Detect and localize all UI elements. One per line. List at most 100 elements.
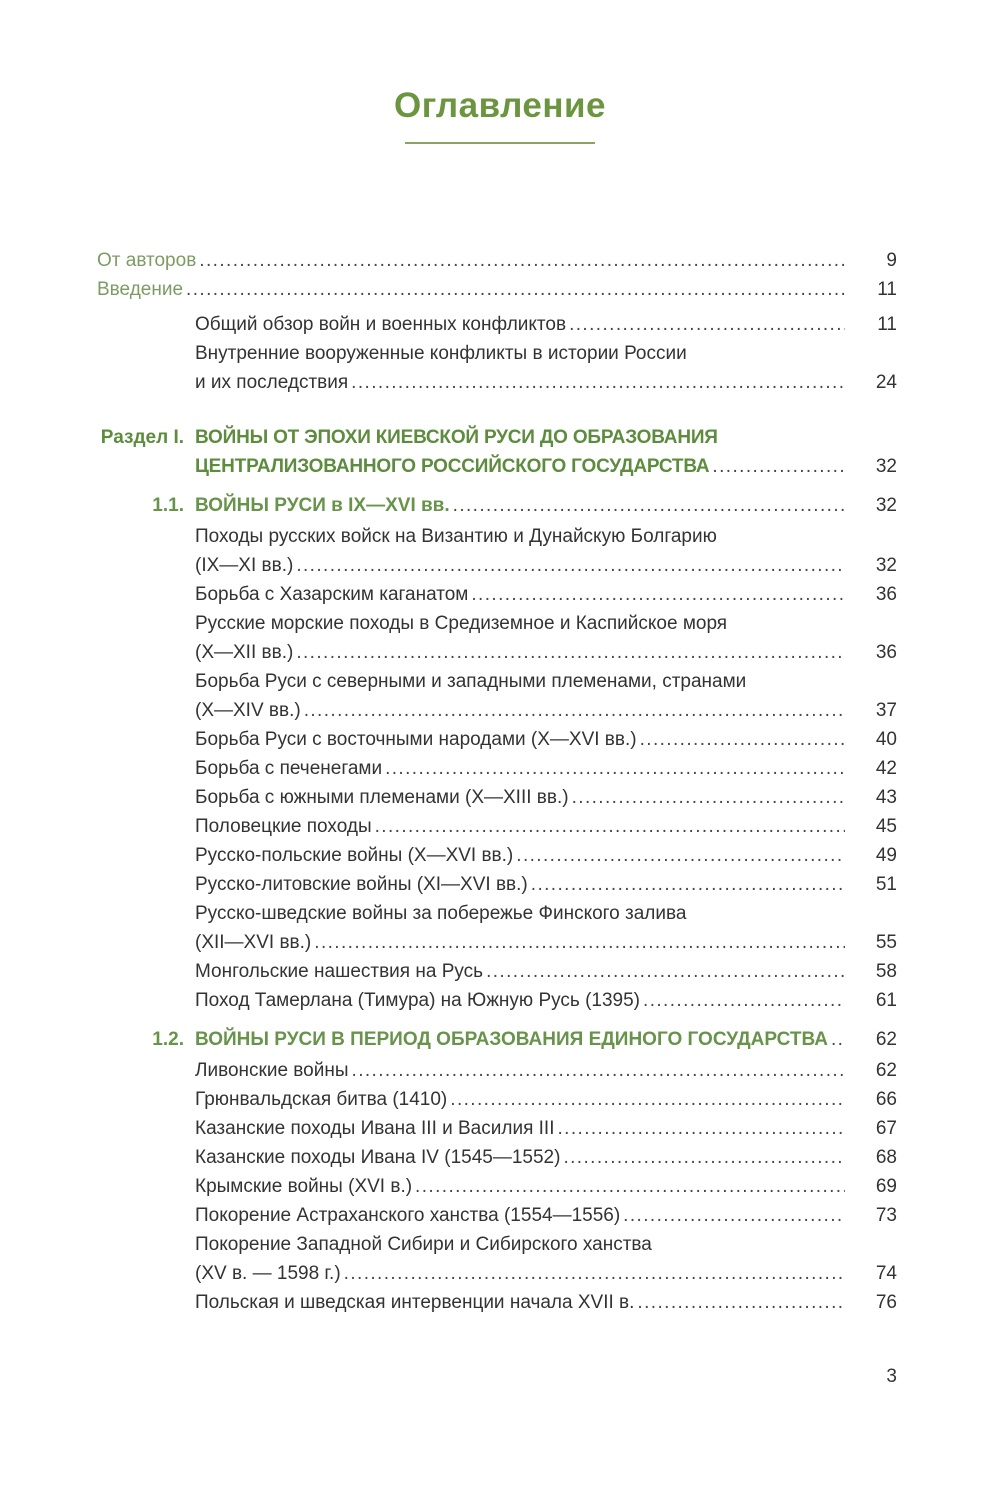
toc-page-number: 11 [877, 314, 897, 335]
toc-line: Борьба с южными племенами (X—XIII вв.) .… [97, 783, 897, 812]
toc-entry-title: Русско-литовские войны (XI—XVI вв.) [195, 874, 528, 895]
title-underline-rule [405, 142, 595, 144]
toc-entry-title: Польская и шведская интервенции начала X… [195, 1292, 635, 1313]
toc-entry-title: Половецкие походы [195, 816, 372, 837]
toc-entry: Русско-польские войны (X—XVI вв.) ......… [97, 841, 897, 870]
toc-entry-title: Борьба с печенегами [195, 758, 383, 779]
toc-dot-leader: ........................................… [486, 961, 845, 982]
toc-entry: Половецкие походы ......................… [97, 812, 897, 841]
toc-entry: Покорение Западной Сибири и Сибирского х… [97, 1230, 897, 1288]
toc-dot-leader: ........................................… [571, 787, 845, 808]
toc-entry-title: ВОЙНЫ РУСИ в IX—XVI вв. [195, 495, 450, 516]
toc-page-number: 49 [875, 845, 897, 866]
toc-page-number: 74 [875, 1263, 897, 1284]
toc-line: Польская и шведская интервенции начала X… [97, 1288, 897, 1317]
toc-line: Ливонские войны ........................… [97, 1056, 897, 1085]
toc-entry: Введение ...............................… [97, 275, 897, 304]
toc-entry: Крымские войны (XVI в.) ................… [97, 1172, 897, 1201]
toc-line: Борьба Руси с восточными народами (X—XVI… [97, 725, 897, 754]
toc-entry: Русско-шведские войны за побережье Финск… [97, 899, 897, 957]
toc-line: Русско-шведские войны за побережье Финск… [97, 899, 897, 928]
toc-dot-leader: ........................................… [351, 1060, 845, 1081]
toc-page-number: 55 [875, 932, 897, 953]
toc-entry-title: Борьба Руси с северными и западными плем… [195, 671, 747, 692]
toc-entry-title: (XV в. — 1598 г.) [195, 1263, 341, 1284]
toc-entry-title: От авторов [97, 250, 197, 271]
toc-line: (IX—XI вв.) ............................… [97, 551, 897, 580]
toc-entry-number: Раздел I. [100, 427, 184, 448]
toc-entry: Польская и шведская интервенции начала X… [97, 1288, 897, 1317]
toc-dot-leader: ........................................… [186, 279, 845, 300]
toc-line: Борьба с Хазарским каганатом ...........… [97, 580, 897, 609]
toc-entry: Борьба с Хазарским каганатом ...........… [97, 580, 897, 609]
toc-line: ЦЕНТРАЛИЗОВАННОГО РОССИЙСКОГО ГОСУДАРСТВ… [97, 452, 897, 481]
toc-dot-leader: ........................................… [296, 642, 845, 663]
toc-line: Русско-польские войны (X—XVI вв.) ......… [97, 841, 897, 870]
toc-entry-title: (X—XII вв.) [195, 642, 294, 663]
toc-line: Половецкие походы ......................… [97, 812, 897, 841]
toc-entry: Борьба с южными племенами (X—XIII вв.) .… [97, 783, 897, 812]
toc-line: Казанские походы Ивана III и Василия III… [97, 1114, 897, 1143]
toc-entry-title: Русские морские походы в Средиземное и К… [195, 613, 728, 634]
toc-dot-leader: ........................................… [199, 250, 845, 271]
toc-entry-number: 1.2. [152, 1029, 184, 1050]
toc-page-number: 40 [875, 729, 897, 750]
toc-line: Монгольские нашествия на Русь ..........… [97, 957, 897, 986]
toc-entry-title: Введение [97, 279, 184, 300]
toc-line: 1.1. ВОЙНЫ РУСИ в IX—XVI вв. ...........… [97, 491, 897, 520]
toc-entry-title: Покорение Западной Сибири и Сибирского х… [195, 1234, 652, 1255]
toc-dot-leader: ........................................… [557, 1118, 845, 1139]
toc-page-number: 73 [875, 1205, 897, 1226]
toc-entry: Ливонские войны ........................… [97, 1056, 897, 1085]
toc-dot-leader: ........................................… [830, 1029, 845, 1050]
toc-entry: Казанские походы Ивана III и Василия III… [97, 1114, 897, 1143]
toc-entry-title: и их последствия [195, 372, 349, 393]
toc-page-number: 32 [875, 555, 897, 576]
toc-entry-title: ВОЙНЫ РУСИ В ПЕРИОД ОБРАЗОВАНИЯ ЕДИНОГО … [195, 1029, 828, 1050]
toc-entry: Русские морские походы в Средиземное и К… [97, 609, 897, 667]
toc-entry: Поход Тамерлана (Тимура) на Южную Русь (… [97, 986, 897, 1015]
toc-page-number: 36 [875, 584, 897, 605]
toc-dot-leader: ........................................… [569, 314, 845, 335]
toc-entry-number: 1.1. [152, 495, 184, 516]
toc-dot-leader: ........................................… [516, 845, 845, 866]
toc-entry: Внутренние вооруженные конфликты в истор… [97, 339, 897, 397]
toc-line: (XII—XVI вв.) ..........................… [97, 928, 897, 957]
toc-dot-leader: ........................................… [314, 932, 845, 953]
toc-dot-leader: ........................................… [643, 990, 845, 1011]
toc-page-number: 32 [875, 456, 897, 477]
toc-dot-leader: ........................................… [351, 372, 845, 393]
toc-line: Поход Тамерлана (Тимура) на Южную Русь (… [97, 986, 897, 1015]
toc-line: Русско-литовские войны (XI—XVI вв.) ....… [97, 870, 897, 899]
toc-page-number: 32 [875, 495, 897, 516]
toc-entry-title: (IX—XI вв.) [195, 555, 294, 576]
toc-page-number: 51 [875, 874, 897, 895]
toc-entry-title: Казанские походы Ивана III и Василия III [195, 1118, 555, 1139]
toc-dot-leader: ........................................… [303, 700, 845, 721]
toc-line: Борьба Руси с северными и западными плем… [97, 667, 897, 696]
toc-entry: 1.1. ВОЙНЫ РУСИ в IX—XVI вв. ...........… [97, 491, 897, 520]
toc-dot-leader: ........................................… [452, 495, 845, 516]
toc-dot-leader: ........................................… [450, 1089, 845, 1110]
toc-entry-title: Общий обзор войн и военных конфликтов [195, 314, 567, 335]
toc-entry-title: (X—XIV вв.) [195, 700, 301, 721]
page-title: Оглавление [393, 86, 607, 125]
toc-dot-leader: ........................................… [296, 555, 845, 576]
toc-entry: От авторов .............................… [97, 246, 897, 275]
toc-dot-leader: ........................................… [415, 1176, 845, 1197]
toc-page-number: 67 [875, 1118, 897, 1139]
page-header: Оглавление [0, 0, 1000, 144]
toc-dot-leader: ........................................… [374, 816, 845, 837]
toc-entry-title: Поход Тамерлана (Тимура) на Южную Русь (… [195, 990, 641, 1011]
toc-line: Введение ...............................… [97, 275, 897, 304]
toc-line: и их последствия .......................… [97, 368, 897, 397]
toc-line: Покорение Астраханского ханства (1554—15… [97, 1201, 897, 1230]
toc-line: Общий обзор войн и военных конфликтов ..… [97, 310, 897, 339]
toc-entry: Монгольские нашествия на Русь ..........… [97, 957, 897, 986]
toc-page-number: 62 [875, 1060, 897, 1081]
toc-entry-title: Борьба с южными племенами (X—XIII вв.) [195, 787, 569, 808]
toc-entry-title: Покорение Астраханского ханства (1554—15… [195, 1205, 621, 1226]
toc-entry: Русско-литовские войны (XI—XVI вв.) ....… [97, 870, 897, 899]
toc-line: Внутренние вооруженные конфликты в истор… [97, 339, 897, 368]
